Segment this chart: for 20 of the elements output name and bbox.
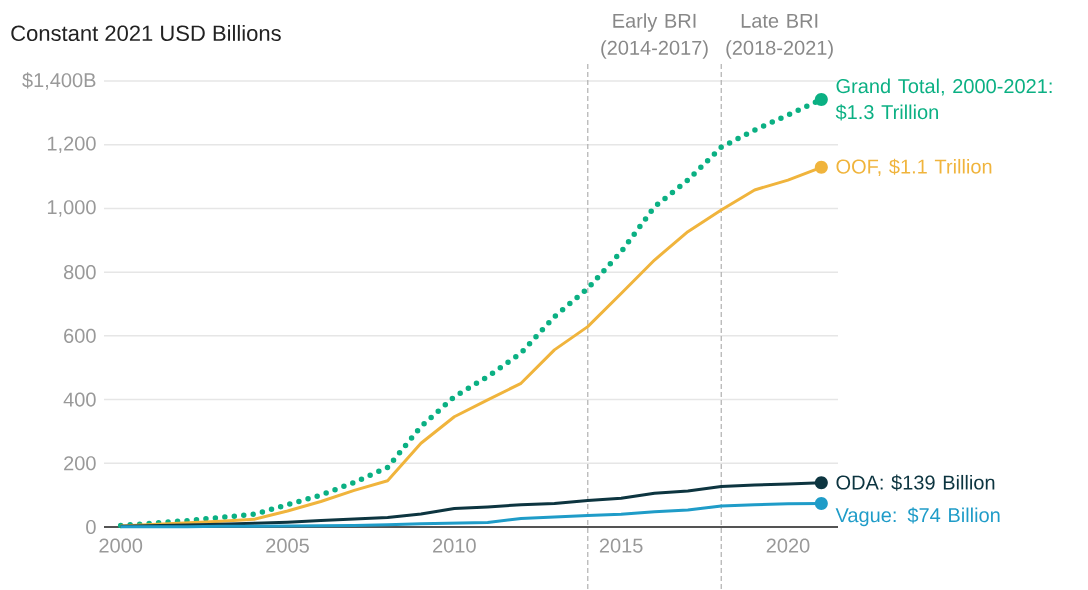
y-tick-label: 200 (64, 456, 96, 471)
series-label: Vague: $74 Billion (835, 507, 1000, 527)
y-tick-label: 0 (86, 520, 96, 535)
y-tick-label: 1,200 (47, 136, 96, 154)
series-label: OOF, $1.1 Trillion (836, 158, 992, 177)
chart-title: Constant 2021 USD Billions (11, 25, 281, 42)
x-tick-label: 2010 (433, 538, 476, 553)
y-tick-label: 600 (64, 328, 96, 344)
y-tick-label: 800 (63, 265, 96, 280)
ref-line-label: Early BRI (2014-2017) (601, 13, 708, 59)
y-tick-label: 400 (63, 392, 96, 407)
y-tick-label: $1,400B (22, 72, 96, 90)
ref-line-label: Late BRI (2018-2021) (726, 14, 833, 59)
x-tick-label: 2000 (99, 538, 143, 553)
x-tick-label: 2015 (599, 538, 643, 553)
series-label: Grand Total, 2000-2021: $1.3 Trillion (835, 78, 1052, 121)
series-label: ODA: $139 Billion (836, 474, 995, 492)
x-tick-label: 2005 (266, 538, 309, 553)
x-tick-label: 2020 (766, 538, 810, 553)
y-tick-label: 1,000 (47, 200, 96, 217)
